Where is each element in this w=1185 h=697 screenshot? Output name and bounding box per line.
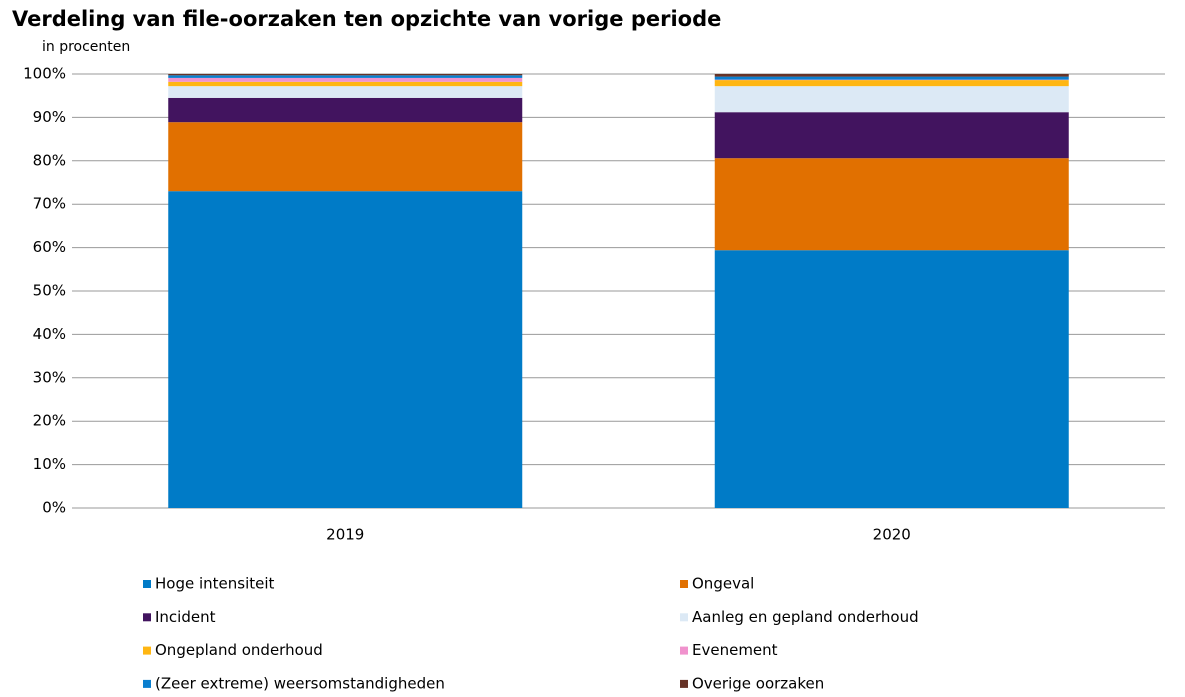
bar-segment: [714, 112, 1069, 159]
y-tick-label: 40%: [33, 325, 66, 343]
y-tick-label: 90%: [33, 108, 66, 126]
legend-marker: [143, 580, 151, 588]
legend-marker: [680, 646, 688, 655]
bar-segment: [168, 191, 523, 508]
legend-marker: [680, 679, 688, 688]
bar-segment: [714, 74, 1069, 77]
y-tick-label: 50%: [33, 282, 66, 300]
legend-label: Hoge intensiteit: [155, 575, 275, 593]
legend-label: Evenement: [692, 641, 778, 659]
bar-segment: [714, 76, 1069, 80]
chart-title: Verdeling van file-oorzaken ten opzichte…: [12, 7, 721, 31]
bar-segment: [168, 77, 523, 82]
bar-segment: [168, 74, 523, 76]
y-tick-label: 100%: [23, 65, 66, 83]
legend-label: Aanleg en gepland onderhoud: [692, 608, 919, 626]
legend-label: Ongepland onderhoud: [155, 641, 323, 659]
y-tick-label: 10%: [33, 455, 66, 473]
bar-segment: [168, 122, 523, 192]
chart-subtitle: in procenten: [42, 39, 130, 55]
legend-marker: [680, 580, 688, 588]
bar-segment: [714, 80, 1069, 87]
legend-marker: [143, 679, 151, 688]
legend-marker: [143, 646, 151, 655]
y-tick-label: 70%: [33, 195, 66, 213]
legend-label: Incident: [155, 608, 216, 626]
bar-segment: [168, 75, 523, 78]
legend-label: Ongeval: [692, 575, 754, 593]
y-tick-label: 30%: [33, 368, 66, 386]
y-tick-label: 80%: [33, 151, 66, 169]
x-tick-label: 2020: [873, 526, 911, 544]
y-tick-label: 20%: [33, 412, 66, 430]
bar-segment: [168, 86, 523, 98]
bar-segment: [714, 86, 1069, 113]
x-tick-label: 2019: [326, 526, 364, 544]
bar-segment: [168, 97, 523, 123]
legend-marker: [680, 613, 688, 622]
bar-segment: [714, 158, 1069, 251]
legend-label: Overige oorzaken: [692, 674, 824, 692]
bar-segment: [168, 81, 523, 87]
bar-segment: [714, 250, 1069, 509]
legend-label: (Zeer extreme) weersomstandigheden: [155, 674, 445, 692]
legend-marker: [143, 613, 151, 622]
y-tick-label: 0%: [42, 499, 66, 517]
y-tick-label: 60%: [33, 238, 66, 256]
